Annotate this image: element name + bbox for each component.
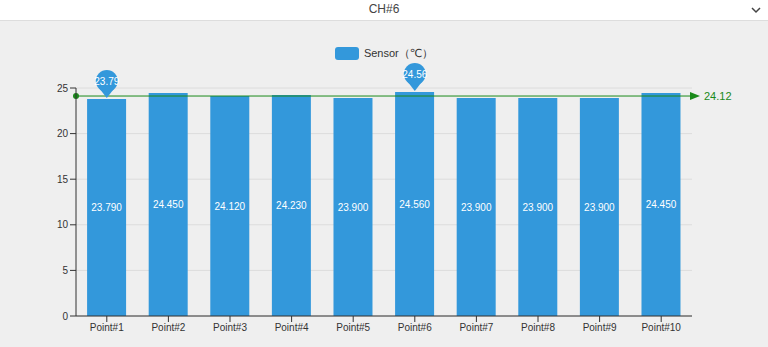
svg-text:24.560: 24.560 — [399, 199, 430, 210]
svg-text:Point#3: Point#3 — [213, 322, 247, 333]
svg-text:Point#5: Point#5 — [336, 322, 370, 333]
svg-text:23.900: 23.900 — [584, 202, 615, 213]
svg-text:23.900: 23.900 — [522, 202, 553, 213]
svg-text:Point#7: Point#7 — [459, 322, 493, 333]
svg-text:24.12: 24.12 — [704, 90, 732, 102]
html-text:CH#6: CH#6 — [368, 2, 400, 16]
svg-text:Point#4: Point#4 — [275, 322, 309, 333]
svg-text:25: 25 — [57, 83, 69, 94]
svg-text:10: 10 — [57, 219, 69, 230]
svg-text:24.230: 24.230 — [276, 200, 307, 211]
svg-text:Point#1: Point#1 — [90, 322, 124, 333]
html-text:Sensor（℃）: Sensor（℃） — [363, 47, 434, 59]
svg-text:Point#6: Point#6 — [398, 322, 432, 333]
svg-text:23.900: 23.900 — [461, 202, 492, 213]
svg-text:23.790: 23.790 — [91, 202, 122, 213]
svg-text:Point#2: Point#2 — [151, 322, 185, 333]
svg-text:24.56: 24.56 — [402, 69, 427, 80]
svg-text:Point#10: Point#10 — [641, 322, 681, 333]
svg-text:23.79: 23.79 — [94, 76, 119, 87]
svg-text:15: 15 — [57, 174, 69, 185]
svg-text:Point#9: Point#9 — [583, 322, 617, 333]
svg-text:20: 20 — [57, 128, 69, 139]
svg-text:5: 5 — [62, 265, 68, 276]
svg-text:24.450: 24.450 — [153, 199, 184, 210]
svg-text:0: 0 — [62, 311, 68, 322]
svg-text:24.450: 24.450 — [646, 199, 677, 210]
svg-text:24.120: 24.120 — [214, 201, 245, 212]
svg-text:23.900: 23.900 — [338, 202, 369, 213]
svg-text:Point#8: Point#8 — [521, 322, 555, 333]
